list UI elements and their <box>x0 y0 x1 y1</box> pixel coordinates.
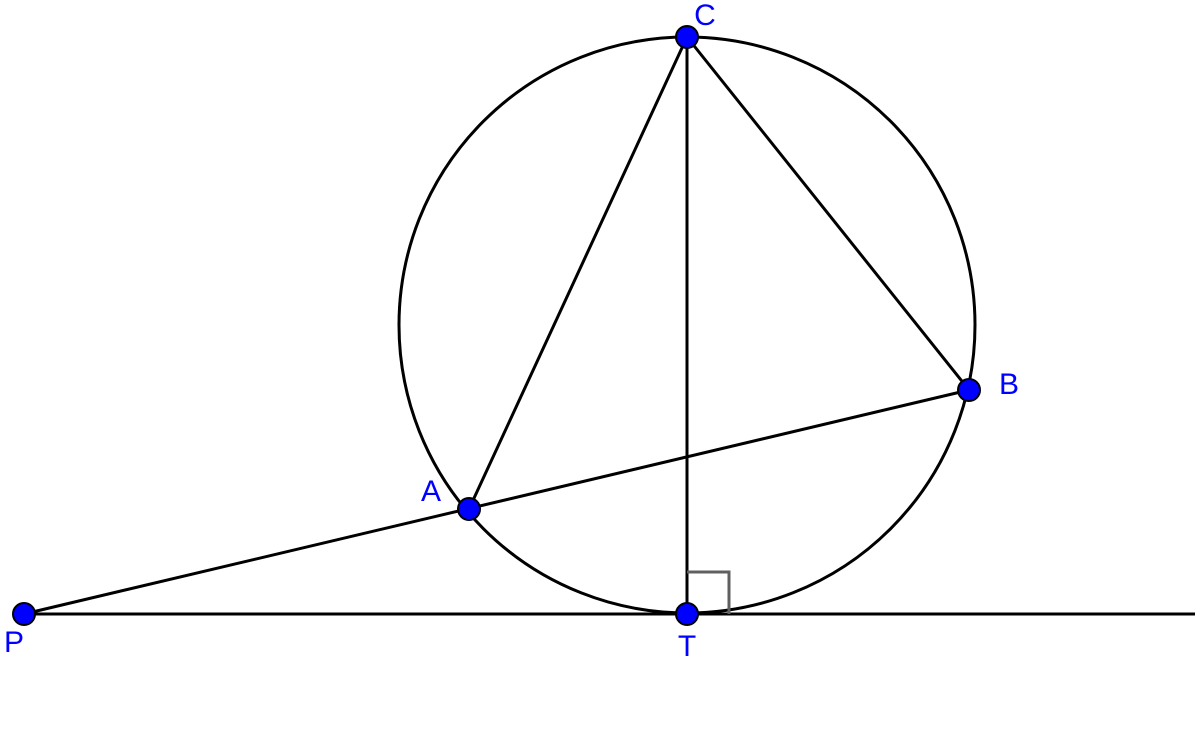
label-T: T <box>678 630 696 663</box>
geometry-diagram: P A B C T <box>0 0 1200 730</box>
chord-CA <box>469 37 687 509</box>
point-T <box>676 603 698 625</box>
label-P: P <box>4 626 24 659</box>
secant-PB <box>24 390 969 614</box>
point-P <box>13 603 35 625</box>
point-B <box>958 379 980 401</box>
label-A: A <box>421 475 441 508</box>
chord-CB <box>687 37 969 390</box>
point-A <box>458 498 480 520</box>
label-C: C <box>694 0 716 32</box>
label-B: B <box>999 368 1019 401</box>
